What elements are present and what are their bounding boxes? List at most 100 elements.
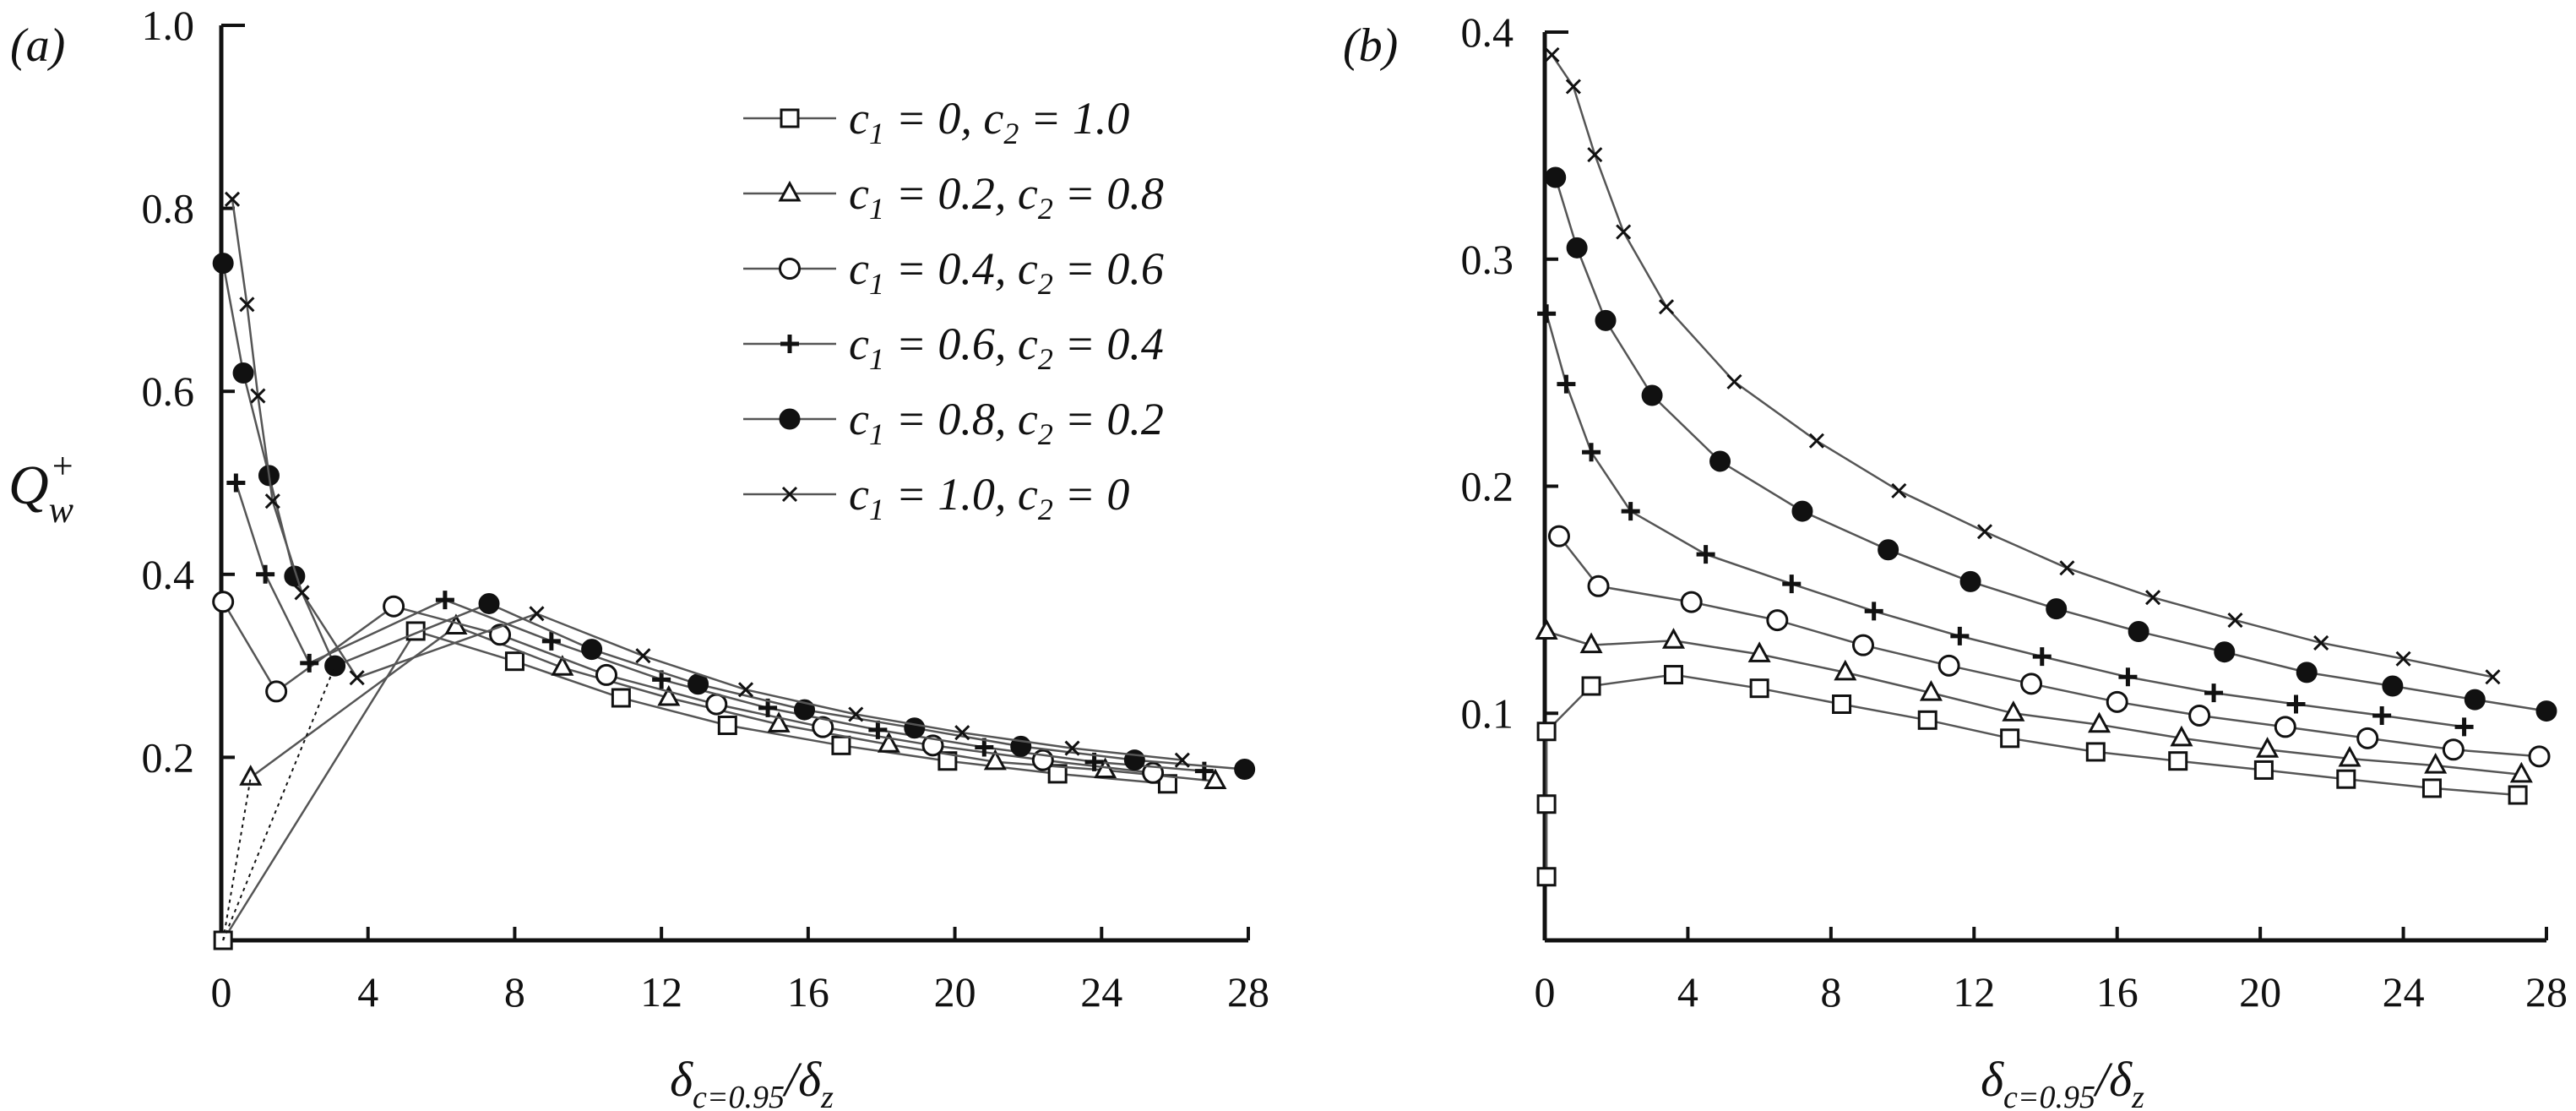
data-point-plus [300,653,319,673]
data-point-triangle [1919,679,1943,701]
data-point-circle [705,693,728,716]
x-tick-label: 0 [211,968,232,1016]
data-point-square [1663,665,1683,685]
legend-entry: c1 = 0.2, c2 = 0.8 [849,168,1164,226]
data-point-plus [2286,694,2306,714]
data-point-x [848,706,864,722]
data-point-x [529,606,545,622]
data-point-x [1726,373,1742,389]
data-point-x [737,682,754,698]
data-point-square [1917,710,1937,730]
data-point-square [1581,676,1601,696]
data-point-plus [2118,667,2138,687]
data-point-circle [1937,654,1960,677]
data-point-filled-circle [1545,166,1567,188]
data-point-filled-circle [2296,662,2318,683]
data-point-circle [1851,634,1874,656]
x-tick-label: 24 [2383,968,2425,1016]
data-point-circle [2356,727,2379,749]
data-point-square [1832,694,1852,714]
legend-marker-circle [779,258,801,280]
data-point-x [264,493,280,509]
data-point-filled-circle [1566,237,1588,259]
data-point-circle [1680,591,1703,613]
data-point-plus [1696,545,1715,564]
data-point-circle [595,663,617,686]
data-point-plus [541,631,561,651]
data-point-circle [2528,745,2551,768]
data-point-x [294,585,310,601]
data-point-plus [2454,717,2474,737]
data-point-circle [2106,690,2128,713]
series-line-1 [1545,673,2519,877]
series-line-6 [1551,54,2493,678]
data-point-triangle [2256,737,2280,758]
data-point-filled-circle [212,253,234,275]
legend-entry: c1 = 0.4, c2 = 0.6 [849,243,1164,301]
data-point-plus [1537,304,1557,324]
legend-entry: c1 = 1.0, c2 = 0 [849,469,1129,526]
data-point-triangle [551,655,574,676]
legend-marker-square [780,108,800,128]
data-point-x [1616,224,1632,240]
data-point-plus [2204,683,2224,703]
data-point-circle [2020,673,2043,695]
data-point-triangle [877,732,900,753]
x-tick-label: 20 [2239,968,2281,1016]
panel-a: (a) 0 4 8 12 16 20 24 28 0.2 0.4 0.6 0.8 1.0 δc=0.95/δ… [8,2,1269,1111]
series-line-4 [1545,313,2465,728]
series-line-3 [222,601,1154,775]
data-point-plus [868,720,888,739]
data-point-filled-circle [2464,689,2486,711]
data-point-filled-circle [687,673,709,695]
data-point-filled-circle [2214,641,2236,663]
data-point-x [2313,634,2329,651]
data-point-filled-circle [1234,758,1256,780]
legend-entry: c1 = 0, c2 = 1.0 [849,93,1129,150]
data-point-x [1565,79,1581,95]
x-tick-label: 4 [1677,968,1698,1016]
y-tick-label: 0.1 [1461,689,1514,737]
legend-entry: c1 = 0.8, c2 = 0.2 [849,394,1164,451]
x-tick-label: 4 [357,968,378,1016]
data-point-square [2085,742,2106,762]
y-tick-label: 0.2 [1461,463,1514,510]
legend-marker-plus [780,335,799,353]
data-point-x [224,191,241,207]
data-point-triangle [2509,761,2533,783]
legend: c1 = 0, c2 = 1.0 c1 = 0.2, c2 = 0.8 c1 = 0… [743,93,1164,526]
data-point-square [1749,678,1769,699]
data-point-plus [1864,602,1883,621]
data-point-triangle [657,684,681,706]
data-point-filled-circle [1959,570,1981,592]
data-point-x [1891,482,1907,498]
legend-marker-triangle [778,180,802,202]
data-point-square [1536,794,1557,814]
data-point-filled-circle [324,655,346,677]
data-point-square [2508,785,2528,805]
data-point-filled-circle [1878,539,1899,561]
data-point-circle [1587,575,1610,597]
data-point-square [2168,751,2188,771]
x-tick-label: 0 [1535,968,1556,1016]
data-point-triangle [1204,768,1227,790]
data-point-circle [2274,716,2296,738]
data-point-filled-circle [2128,621,2149,642]
data-point-x [1658,299,1675,315]
data-point-triangle [2424,752,2448,774]
x-tick-label: 28 [2525,968,2568,1016]
data-point-filled-circle [1641,384,1663,406]
data-point-x [349,670,365,686]
dotted-guide [222,777,252,941]
x-tick-label: 28 [1227,968,1269,1016]
x-tick-label: 20 [934,968,976,1016]
legend-marker-x [781,486,798,503]
data-point-plus [652,670,671,689]
data-point-x [954,725,970,741]
data-point-plus [1950,626,1970,645]
data-point-triangle [2002,700,2025,722]
data-point-plus [2032,647,2052,667]
legend-marker-filled-circle [779,408,801,430]
data-point-x [239,297,255,313]
data-point-plus [256,564,275,584]
